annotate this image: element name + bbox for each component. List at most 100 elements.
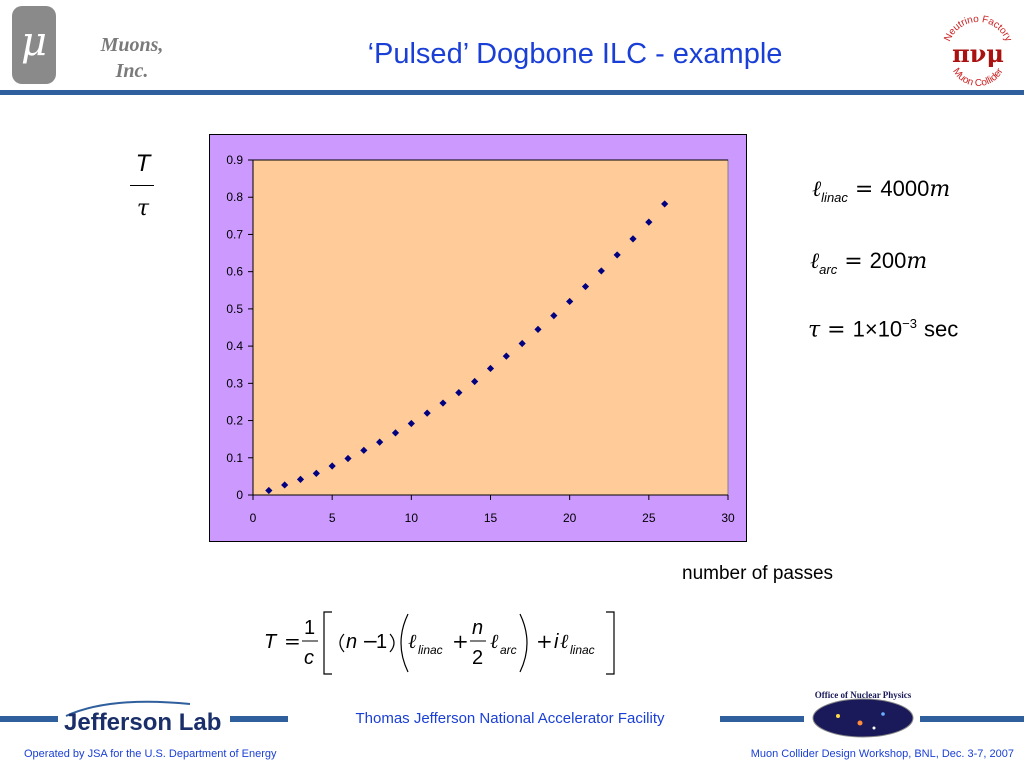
neutrino-factory-logo: Neutrino Factory Muon Collider πνμ [942,14,1013,89]
equals-sign: = [844,249,863,274]
data-point [629,235,637,243]
linac-value: 4000 [880,176,930,201]
logo-symbols: πνμ [952,39,1004,68]
data-point [661,200,669,208]
x-tick-label: 5 [329,511,336,525]
y-fraction-denominator: τ [136,196,150,221]
ell-symbol: ℓ [408,629,417,653]
footer-band [230,716,288,722]
data-point [391,429,400,437]
left-paren-small [339,633,345,653]
x-tick-label: 10 [405,511,419,525]
data-point [550,311,558,320]
param-tau: τ = 1×10−3 sec [808,316,958,342]
linac-subscript: linac [821,190,848,205]
office-of-nuclear-physics-logo: Office of Nuclear Physics [812,690,914,738]
y-tick-label: 0.1 [226,451,243,465]
scatter-chart: 0 0.1 0.2 0.3 0.4 0.5 0.6 0.7 0.8 0.9 0 5 10 15 20 25 30 [226,153,735,525]
linac-unit: m [929,177,951,202]
tau-unit: sec [924,316,959,342]
tau-mantissa: 1×10 [852,316,903,342]
onp-text: Office of Nuclear Physics [815,690,912,700]
data-point [471,377,479,386]
y-tick-label: 0.6 [226,265,243,279]
arc-unit: m [906,249,928,274]
footer-operator: Operated by JSA for the U.S. Department … [24,748,277,760]
left-paren-big [400,613,409,673]
x-tick-label: 30 [721,511,735,525]
data-point [296,475,305,483]
data-point [645,218,653,226]
facility-name: Thomas Jefferson National Accelerator Fa… [355,710,665,727]
formula-plus-2: + [536,629,553,653]
linac-subscript-2: linac [570,643,595,657]
formula-c: c [304,647,314,669]
company-line-2: Inc. [115,60,149,82]
x-axis-label: number of passes [682,563,834,584]
data-point [566,297,574,306]
formula-T: T [264,631,278,653]
formula-two: 2 [472,647,483,669]
star [872,726,876,730]
formula-i: i [554,631,559,653]
footer-event: Muon Collider Design Workshop, BNL, Dec.… [750,748,1014,760]
data-point [486,364,495,373]
left-bracket [323,611,332,675]
footer-band [0,716,58,722]
linac-subscript: linac [418,643,443,657]
formula-n-2: n [472,617,483,639]
arc-subscript: arc [500,643,517,657]
plot-area [252,159,729,496]
jefferson-lab-logo: Jefferson Lab [64,700,221,736]
equals-sign: = [827,317,846,343]
data-point [376,438,384,446]
x-tick-label: 20 [563,511,577,525]
ell-symbol: ℓ [810,249,820,274]
data-point [423,409,431,417]
header-rule [0,90,1024,95]
x-tick-label: 25 [642,511,656,525]
data-point [597,267,605,275]
slide-title: ‘Pulsed’ Dogbone ILC - example [367,38,783,70]
x-tick-label: 0 [250,511,257,525]
y-tick-label: 0.9 [226,153,243,167]
data-point [439,399,447,407]
formula-minus: − [362,629,379,653]
data-point [613,251,621,259]
formula-one: 1 [304,617,315,639]
data-point [518,339,526,348]
y-tick-label: 0.8 [226,190,243,204]
y-fraction-numerator: T [135,150,151,177]
formula-equals: = [284,629,301,653]
y-tick-label: 0.5 [226,302,243,316]
y-fraction-bar [130,185,154,186]
star [857,720,863,726]
muons-logo: μ [12,6,56,84]
logo-ellipse [812,698,914,738]
tau-symbol: τ [808,317,821,343]
company-name: Muons, Inc. [78,32,186,84]
footer-band [720,716,804,722]
star [881,712,885,716]
right-paren-big [519,613,528,673]
param-linac: ℓlinac = 4000m [812,176,951,205]
star [836,714,840,718]
y-tick-label: 0 [236,488,243,502]
formula: T = 1 c n − 1 ℓ linac + n 2 ℓ arc + i ℓ … [264,611,615,675]
data-point [581,282,590,291]
formula-one-2: 1 [376,631,387,653]
right-paren-small [389,633,395,653]
y-tick-label: 0.7 [226,227,243,241]
equals-sign: = [854,177,874,202]
tau-exponent: −3 [902,316,917,331]
company-line-1: Muons, [100,34,164,56]
logo-text-bottom: Muon Collider [950,66,1006,89]
ell-symbol: ℓ [812,177,822,202]
y-tick-label: 0.3 [226,376,243,390]
formula-n: n [346,631,357,653]
jefferson-lab-text: Jefferson Lab [64,709,221,736]
arc-value: 200 [869,248,907,273]
y-tick-label: 0.2 [226,414,243,428]
param-arc: ℓarc = 200m [810,248,928,277]
logo-swoosh [65,700,191,717]
